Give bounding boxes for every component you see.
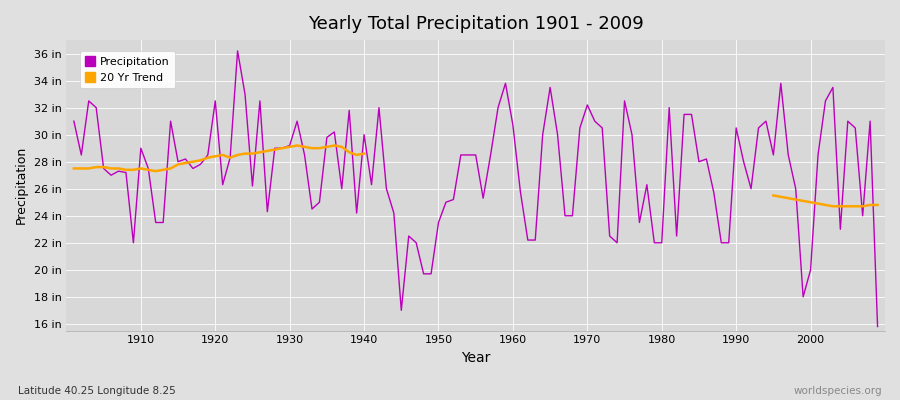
Y-axis label: Precipitation: Precipitation (15, 146, 28, 224)
X-axis label: Year: Year (461, 351, 491, 365)
Title: Yearly Total Precipitation 1901 - 2009: Yearly Total Precipitation 1901 - 2009 (308, 15, 644, 33)
Text: worldspecies.org: worldspecies.org (794, 386, 882, 396)
Text: Latitude 40.25 Longitude 8.25: Latitude 40.25 Longitude 8.25 (18, 386, 176, 396)
Legend: Precipitation, 20 Yr Trend: Precipitation, 20 Yr Trend (80, 52, 176, 88)
